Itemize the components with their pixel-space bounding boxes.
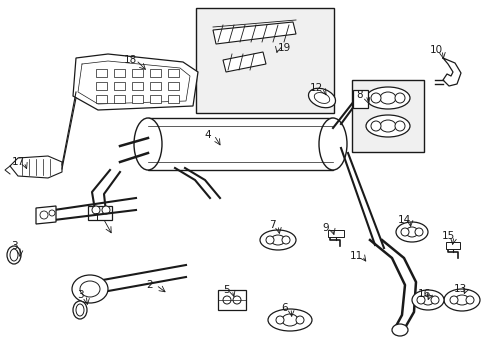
Bar (351, 80, 423, 152)
Ellipse shape (40, 211, 48, 219)
Bar (96, 82, 107, 90)
Ellipse shape (49, 210, 55, 216)
Text: 13: 13 (452, 284, 466, 294)
Ellipse shape (223, 296, 230, 304)
Text: 7: 7 (268, 220, 275, 230)
Bar (96, 69, 107, 77)
Text: 8: 8 (356, 90, 363, 100)
Text: 6: 6 (281, 303, 288, 313)
Text: 14: 14 (397, 215, 410, 225)
Bar (114, 95, 125, 103)
Ellipse shape (72, 275, 108, 303)
Ellipse shape (400, 228, 408, 236)
Text: 4: 4 (204, 130, 211, 140)
Ellipse shape (370, 121, 380, 131)
Bar (114, 82, 125, 90)
Ellipse shape (465, 296, 473, 304)
Ellipse shape (260, 230, 295, 250)
Ellipse shape (395, 222, 427, 242)
Ellipse shape (421, 295, 433, 305)
Polygon shape (218, 290, 245, 310)
Ellipse shape (232, 296, 241, 304)
Text: 2: 2 (146, 280, 153, 290)
Ellipse shape (365, 115, 409, 137)
Ellipse shape (7, 246, 21, 264)
Ellipse shape (295, 316, 304, 324)
Ellipse shape (318, 118, 346, 170)
Polygon shape (213, 22, 295, 44)
Ellipse shape (414, 228, 422, 236)
Ellipse shape (379, 92, 395, 104)
Ellipse shape (449, 296, 457, 304)
Text: 18: 18 (123, 55, 136, 65)
Text: 16: 16 (417, 289, 430, 299)
Polygon shape (73, 54, 198, 110)
Ellipse shape (365, 87, 409, 109)
Polygon shape (88, 206, 112, 220)
Text: 9: 9 (322, 223, 328, 233)
Ellipse shape (405, 227, 417, 237)
Text: 12: 12 (309, 83, 322, 93)
Bar (132, 95, 142, 103)
Bar (168, 82, 179, 90)
Ellipse shape (76, 304, 84, 316)
Bar (96, 95, 107, 103)
Ellipse shape (314, 93, 329, 103)
Text: 10: 10 (428, 45, 442, 55)
Polygon shape (10, 156, 62, 178)
Ellipse shape (379, 120, 395, 132)
Ellipse shape (443, 289, 479, 311)
Ellipse shape (282, 314, 297, 326)
Ellipse shape (10, 249, 18, 261)
Bar (132, 82, 142, 90)
Bar (168, 95, 179, 103)
Ellipse shape (282, 236, 289, 244)
Ellipse shape (270, 235, 285, 245)
Polygon shape (445, 242, 459, 249)
Bar (114, 69, 125, 77)
Text: 1: 1 (94, 213, 100, 223)
Ellipse shape (370, 93, 380, 103)
Text: 17: 17 (11, 157, 24, 167)
Bar (132, 69, 142, 77)
Ellipse shape (416, 296, 424, 304)
Ellipse shape (430, 296, 438, 304)
Ellipse shape (394, 121, 404, 131)
Polygon shape (327, 230, 343, 237)
Text: 3: 3 (77, 290, 83, 300)
Polygon shape (352, 90, 367, 108)
Ellipse shape (308, 88, 335, 108)
Ellipse shape (265, 236, 273, 244)
Text: 5: 5 (222, 285, 229, 295)
Ellipse shape (394, 93, 404, 103)
Ellipse shape (134, 118, 162, 170)
Polygon shape (223, 52, 265, 72)
Ellipse shape (411, 290, 443, 310)
Bar (150, 95, 161, 103)
Text: 19: 19 (277, 43, 290, 53)
Ellipse shape (454, 295, 468, 305)
Ellipse shape (275, 316, 284, 324)
Bar (150, 69, 161, 77)
Ellipse shape (73, 301, 87, 319)
Bar (168, 69, 179, 77)
Text: 3: 3 (11, 241, 17, 251)
Ellipse shape (391, 324, 407, 336)
Polygon shape (36, 206, 56, 224)
Bar (150, 82, 161, 90)
Ellipse shape (102, 206, 110, 214)
Ellipse shape (80, 281, 100, 297)
Bar (148, 118, 332, 170)
Text: 15: 15 (441, 231, 454, 241)
Ellipse shape (267, 309, 311, 331)
Bar (196, 8, 333, 113)
Text: 11: 11 (348, 251, 362, 261)
Ellipse shape (92, 206, 100, 214)
